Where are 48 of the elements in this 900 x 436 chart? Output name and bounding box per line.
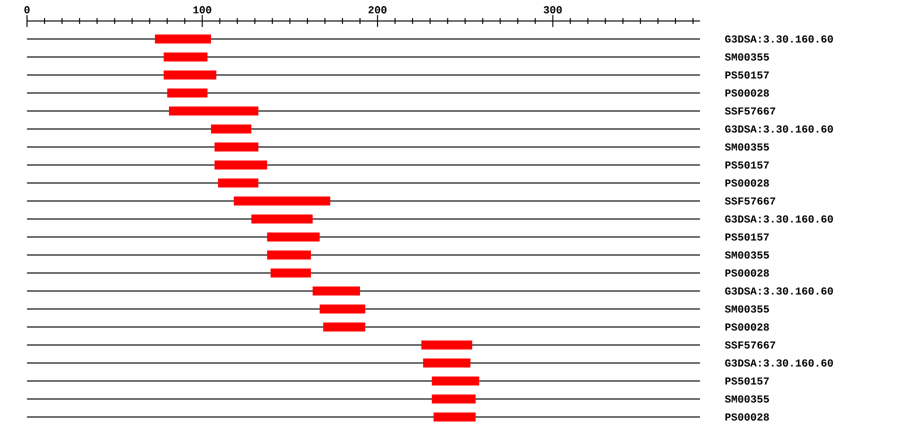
y-tick-label: SM00355 [724,143,769,151]
bar [168,106,258,116]
y-tick-label: G3DSA:3.30.160.60 [725,35,833,43]
y-tick-label: PS50157 [725,233,769,241]
bar [323,322,366,332]
y-tick-label: SM00355 [724,395,769,403]
y-tick-label: PS00028 [725,269,769,277]
bar [423,358,470,368]
bar [164,52,208,62]
x-tick-label: 0 [24,6,30,14]
y-tick-label: PS00028 [725,89,769,97]
bar [434,412,476,422]
bar [251,214,313,224]
bar [421,340,472,350]
y-tick-label: SM00355 [724,53,769,61]
y-tick-label: SM00355 [724,305,769,313]
y-tick-label: G3DSA:3.30.160.60 [725,359,833,367]
y-tick-label: PS50157 [725,161,769,169]
bar [218,178,258,188]
y-tick-label: SSF57667 [724,341,776,349]
bar [312,286,360,296]
bar [154,34,212,44]
y-tick-label: PS00028 [725,179,769,187]
bar [211,124,252,134]
y-tick-label: PS00028 [725,413,769,421]
bar [164,70,216,80]
bar [214,142,258,152]
x-tick-label: 300 [544,6,562,14]
y-tick-label: PS50157 [725,377,769,385]
bar [214,160,268,170]
bar [234,196,330,206]
bar [270,268,311,278]
y-tick-label: SM00355 [724,251,769,259]
y-tick-label: G3DSA:3.30.160.60 [725,215,833,223]
y-tick-label: SSF57667 [724,197,776,205]
bar [267,232,320,242]
bar [432,394,476,404]
bar [432,376,480,386]
y-tick-label: PS00028 [725,323,769,331]
x-tick-label: 200 [368,6,387,14]
y-tick-label: G3DSA:3.30.160.60 [725,125,833,133]
bar [320,304,366,314]
y-tick-label: PS50157 [725,71,769,79]
bar [267,250,311,260]
bar [167,88,208,98]
y-tick-label: G3DSA:3.30.160.60 [725,287,833,295]
x-tick-label: 100 [193,6,212,14]
y-tick-label: SSF57667 [724,107,776,115]
